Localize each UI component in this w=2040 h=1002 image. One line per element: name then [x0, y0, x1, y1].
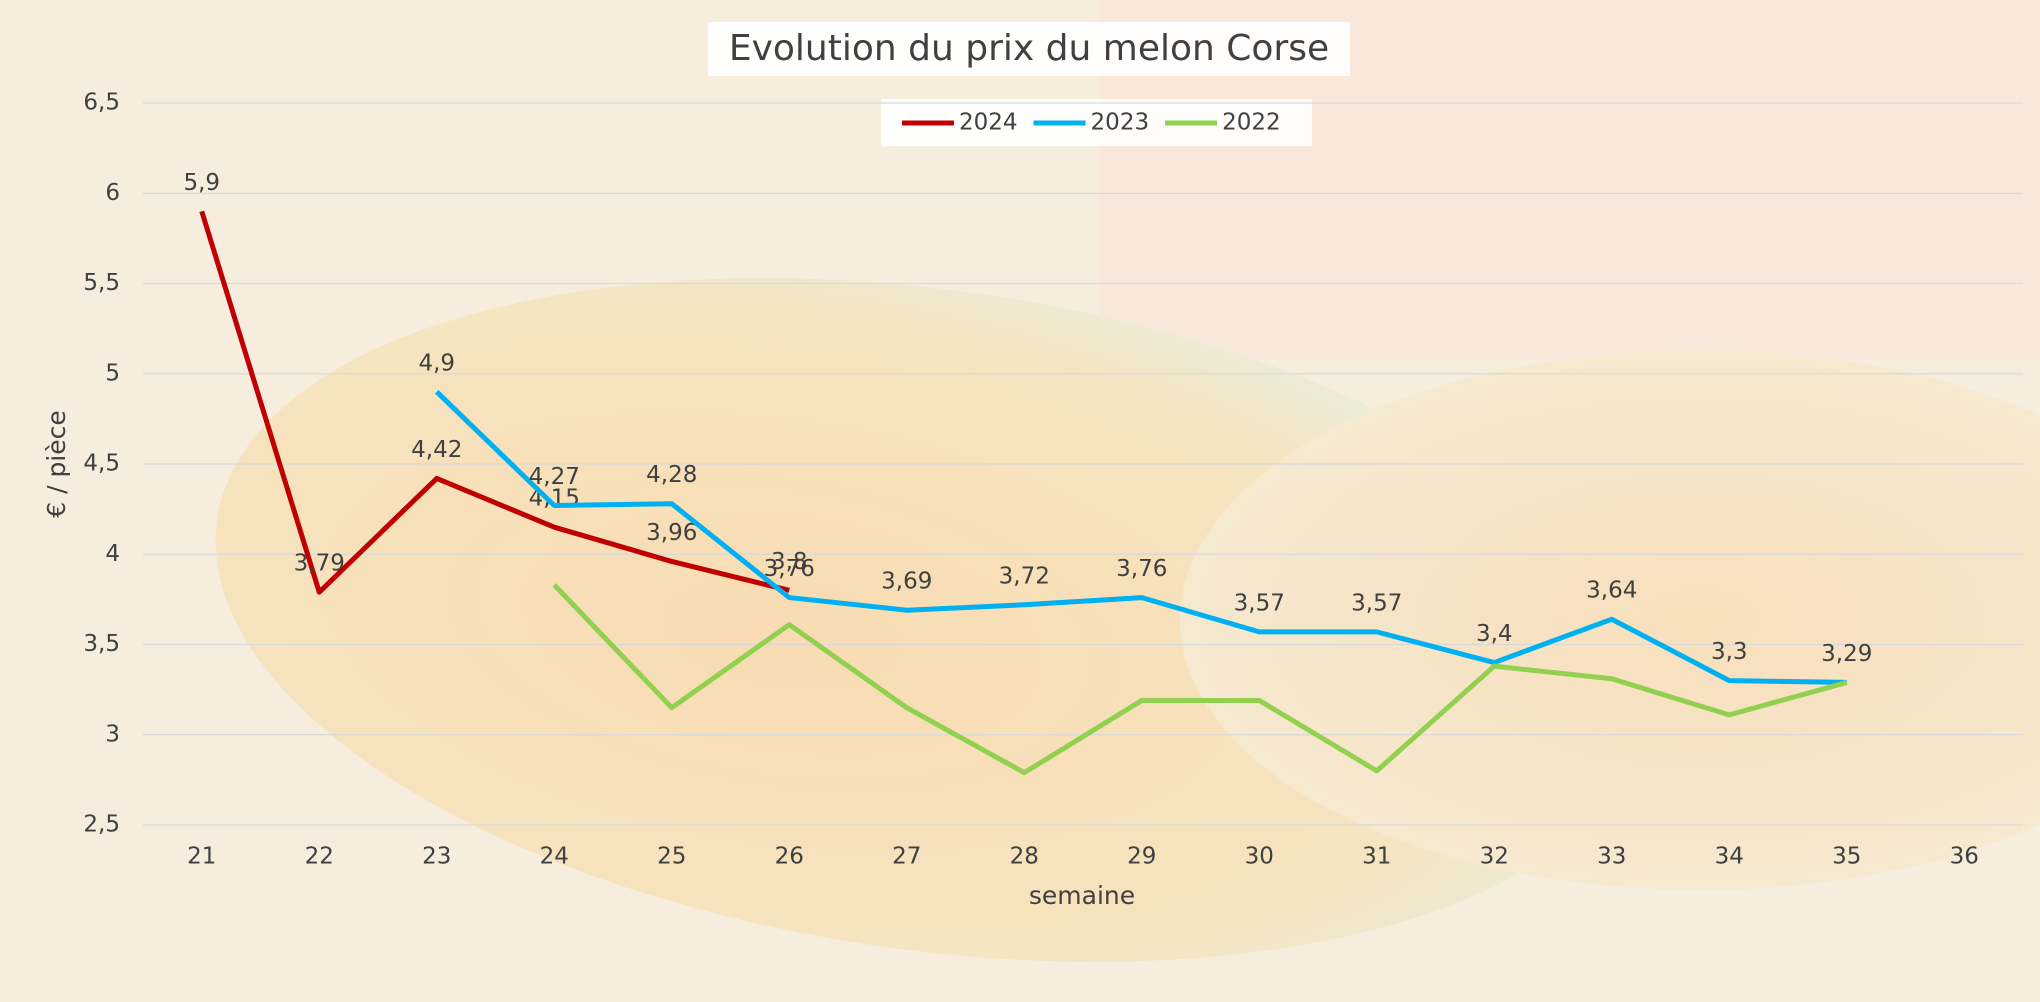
- data-label: 4,28: [646, 462, 697, 488]
- x-tick-label: 32: [1480, 844, 1509, 870]
- chart-title: Evolution du prix du melon Corse: [729, 28, 1329, 69]
- x-tick-label: 21: [187, 844, 216, 870]
- data-label: 3,4: [1476, 621, 1513, 647]
- y-tick-label: 5,5: [83, 270, 120, 296]
- x-tick-label: 29: [1127, 844, 1156, 870]
- x-tick-label: 25: [657, 844, 686, 870]
- data-label: 3,64: [1586, 578, 1637, 604]
- x-tick-label: 26: [775, 844, 804, 870]
- x-tick-label: 23: [422, 844, 451, 870]
- title-box: [708, 22, 1350, 76]
- x-tick-label: 36: [1950, 844, 1979, 870]
- legend-label: 2022: [1222, 110, 1281, 136]
- y-axis-title: € / pièce: [42, 410, 71, 518]
- data-label: 4,9: [418, 350, 455, 376]
- x-tick-label: 34: [1715, 844, 1744, 870]
- line: [199, 210, 790, 595]
- data-label: 4,27: [529, 464, 580, 490]
- data-label: 3,3: [1711, 639, 1748, 665]
- x-tick-label: 28: [1010, 844, 1039, 870]
- y-tick-label: 2,5: [83, 812, 120, 838]
- data-label: 3,76: [764, 556, 815, 582]
- data-label: 3,57: [1234, 590, 1285, 616]
- x-tick-label: 30: [1245, 844, 1274, 870]
- x-tick-label: 33: [1597, 844, 1626, 870]
- legend-label: 2023: [1091, 110, 1150, 136]
- x-tick-label: 24: [540, 844, 569, 870]
- y-tick-label: 6,5: [83, 90, 120, 116]
- data-label: 3,72: [999, 563, 1050, 589]
- x-axis-title: semaine: [1029, 881, 1135, 910]
- y-tick-label: 3: [105, 721, 120, 747]
- data-label: 3,96: [646, 520, 697, 546]
- data-label: 3,79: [294, 551, 345, 577]
- data-label: 3,29: [1821, 641, 1872, 667]
- y-tick-label: 6: [105, 180, 120, 206]
- data-label: 4,42: [411, 437, 462, 463]
- x-tick-label: 35: [1832, 844, 1861, 870]
- data-label: 3,69: [881, 569, 932, 595]
- x-tick-label: 31: [1362, 844, 1391, 870]
- data-label: 3,8: [771, 549, 808, 575]
- legend-label: 2024: [959, 110, 1018, 136]
- data-label: 3,76: [1116, 556, 1167, 582]
- x-tick-label: 22: [305, 844, 334, 870]
- line: [435, 390, 1847, 685]
- y-tick-label: 3,5: [83, 631, 120, 657]
- y-tick-label: 4,5: [83, 451, 120, 477]
- data-label: 3,57: [1351, 590, 1402, 616]
- line: [552, 583, 1848, 776]
- melon-shape: [215, 278, 1645, 962]
- data-label: 5,9: [183, 170, 220, 196]
- y-tick-label: 4: [105, 541, 120, 567]
- x-tick-label: 27: [892, 844, 921, 870]
- y-tick-label: 5: [105, 360, 120, 386]
